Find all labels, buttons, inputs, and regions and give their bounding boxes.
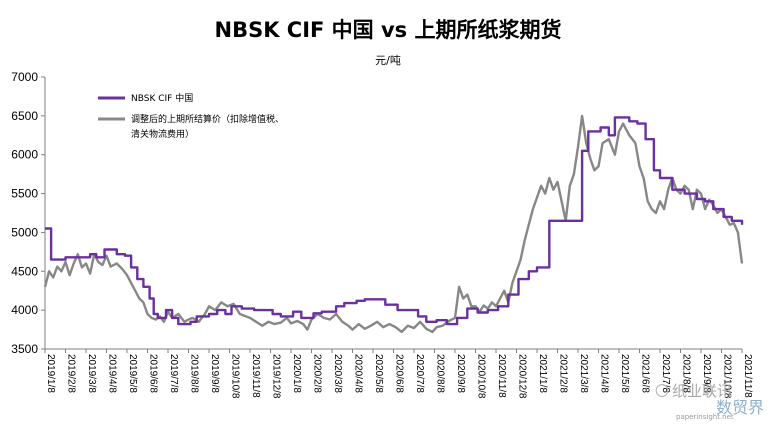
- y-tick-label: 5500: [11, 187, 38, 201]
- x-tick-label: 2019/5/8: [127, 354, 138, 393]
- x-tick-label: 2020/11/8: [496, 354, 507, 398]
- x-tick-label: 2019/3/8: [86, 354, 97, 393]
- x-tick-label: 2021/3/8: [578, 354, 589, 393]
- x-tick-label: 2019/8/8: [189, 354, 200, 393]
- series-line: [45, 116, 744, 326]
- y-axis-unit: 元/吨: [375, 54, 401, 67]
- watermark-site: paperinsight.net: [676, 413, 734, 421]
- x-tick-label: 2020/4/8: [353, 354, 364, 393]
- y-tick-label: 4500: [11, 264, 38, 278]
- x-tick-label: 2020/12/8: [517, 354, 528, 399]
- x-tick-label: 2019/1/8: [45, 354, 56, 393]
- watermark-brand: 纸业联讯: [672, 382, 732, 400]
- y-tick-label: 6500: [11, 109, 38, 123]
- x-tick-label: 2019/9/8: [209, 354, 220, 393]
- x-tick-label: 2019/4/8: [107, 354, 118, 393]
- y-tick-label: 6000: [11, 148, 38, 162]
- series-line: [43, 114, 744, 334]
- x-tick-label: 2021/5/8: [619, 354, 630, 393]
- legend-label: NBSK CIF 中国: [131, 92, 193, 104]
- y-axis-ticks: 3500 4000 4500 5000 5500 6000 6500 7000: [11, 70, 45, 356]
- legend-label: 调整后的上期所结算价（扣除增值税、: [131, 113, 284, 125]
- x-tick-label: 2021/2/8: [558, 354, 569, 393]
- x-tick-label: 2021/7/8: [660, 354, 671, 393]
- x-tick-label: 2021/11/8: [742, 354, 753, 398]
- x-axis-ticks: 2019/1/8 2019/2/8 2019/3/8 2019/4/8 2019/5/8…: [44, 349, 753, 399]
- x-tick-label: 2020/5/8: [373, 354, 384, 393]
- x-tick-label: 2019/2/8: [66, 354, 77, 393]
- x-tick-label: 2021/8/8: [681, 354, 692, 393]
- x-tick-label: 2020/1/8: [291, 354, 302, 393]
- x-tick-label: 2021/6/8: [640, 354, 651, 393]
- y-tick-label: 3500: [11, 342, 38, 356]
- chart-title: NBSK CIF 中国 vs 上期所纸浆期货: [214, 18, 562, 42]
- x-tick-label: 2020/10/8: [476, 354, 487, 399]
- x-tick-label: 2021/10/8: [722, 354, 733, 399]
- watermark-corner: 数贸界: [716, 398, 764, 417]
- y-tick-label: 5000: [11, 225, 38, 239]
- x-tick-label: 2020/3/8: [332, 354, 343, 393]
- x-tick-label: 2020/8/8: [435, 354, 446, 393]
- x-tick-label: 2019/6/8: [148, 354, 159, 393]
- x-tick-label: 2019/12/8: [271, 354, 282, 399]
- x-tick-label: 2020/7/8: [414, 354, 425, 393]
- x-tick-label: 2021/4/8: [599, 354, 610, 393]
- x-tick-label: 2020/6/8: [394, 354, 405, 393]
- x-tick-label: 2020/9/8: [455, 354, 466, 393]
- y-tick-label: 4000: [11, 303, 38, 317]
- x-tick-label: 2021/1/8: [537, 354, 548, 393]
- y-tick-label: 7000: [11, 70, 38, 84]
- x-tick-label: 2019/10/8: [230, 354, 241, 399]
- legend-label: 清关物流费用）: [131, 128, 194, 140]
- watermark: 〇 纸业联讯 paperinsight.net 数贸界: [655, 382, 764, 421]
- watermark-symbol: 〇: [655, 384, 669, 400]
- x-tick-label: 2019/11/8: [250, 354, 261, 398]
- x-tick-label: 2020/2/8: [312, 354, 323, 393]
- series-lines: [43, 114, 744, 334]
- x-tick-label: 2019/7/8: [168, 354, 179, 393]
- x-tick-label: 2021/9/8: [701, 354, 712, 393]
